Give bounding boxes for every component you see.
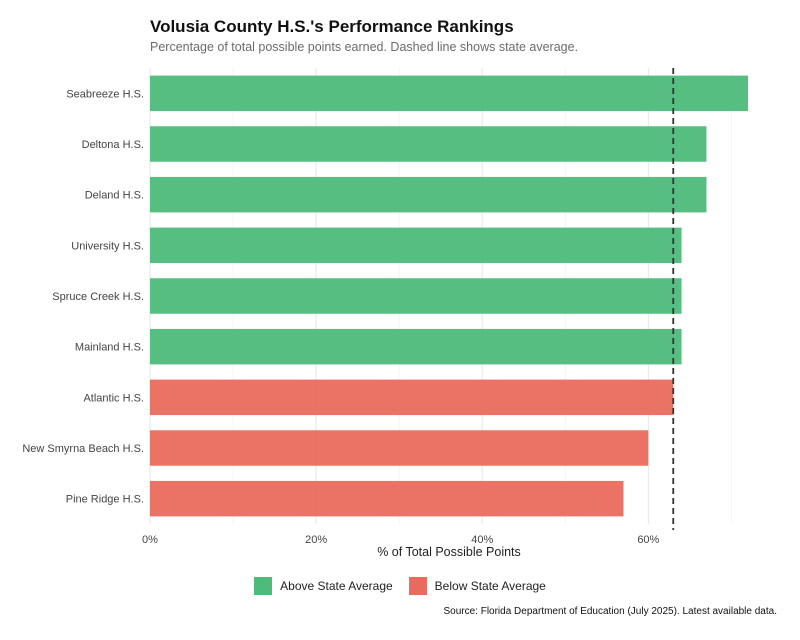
bar [150, 480, 624, 517]
x-tick-label: 0% [142, 534, 158, 546]
bar [150, 278, 682, 314]
category-label: Mainland H.S. [75, 342, 144, 354]
chart-subtitle: Percentage of total possible points earn… [150, 40, 579, 54]
legend-label-below: Below State Average [434, 579, 546, 593]
x-tick-label: 60% [637, 534, 659, 546]
chart-title: Volusia County H.S.'s Performance Rankin… [150, 17, 514, 36]
category-label: University H.S. [71, 240, 144, 252]
category-label: Deland H.S. [85, 190, 144, 202]
bar [150, 328, 682, 365]
bar [150, 430, 649, 466]
x-tick-label: 20% [305, 534, 327, 546]
legend-swatch-below [408, 577, 427, 595]
bar [150, 227, 682, 264]
category-label: Pine Ridge H.S. [66, 494, 144, 506]
bar [150, 75, 748, 112]
x-axis-label: % of Total Possible Points [377, 545, 521, 559]
legend-item-below: Below State Average [408, 577, 546, 595]
category-label: Seabreeze H.S. [66, 88, 144, 100]
category-label: Atlantic H.S. [83, 392, 144, 404]
x-tick-label: 40% [471, 534, 493, 546]
category-label: Deltona H.S. [82, 139, 144, 151]
legend: Above State Average Below State Average [0, 577, 800, 595]
legend-label-above: Above State Average [280, 579, 393, 593]
bar [150, 379, 674, 416]
category-label: New Smyrna Beach H.S. [22, 443, 144, 455]
category-label: Spruce Creek H.S. [52, 291, 144, 303]
legend-item-above: Above State Average [254, 577, 393, 595]
bar [150, 176, 707, 213]
bar [150, 126, 707, 162]
source-note: Source: Florida Department of Education … [443, 606, 777, 617]
legend-swatch-above [254, 577, 273, 595]
